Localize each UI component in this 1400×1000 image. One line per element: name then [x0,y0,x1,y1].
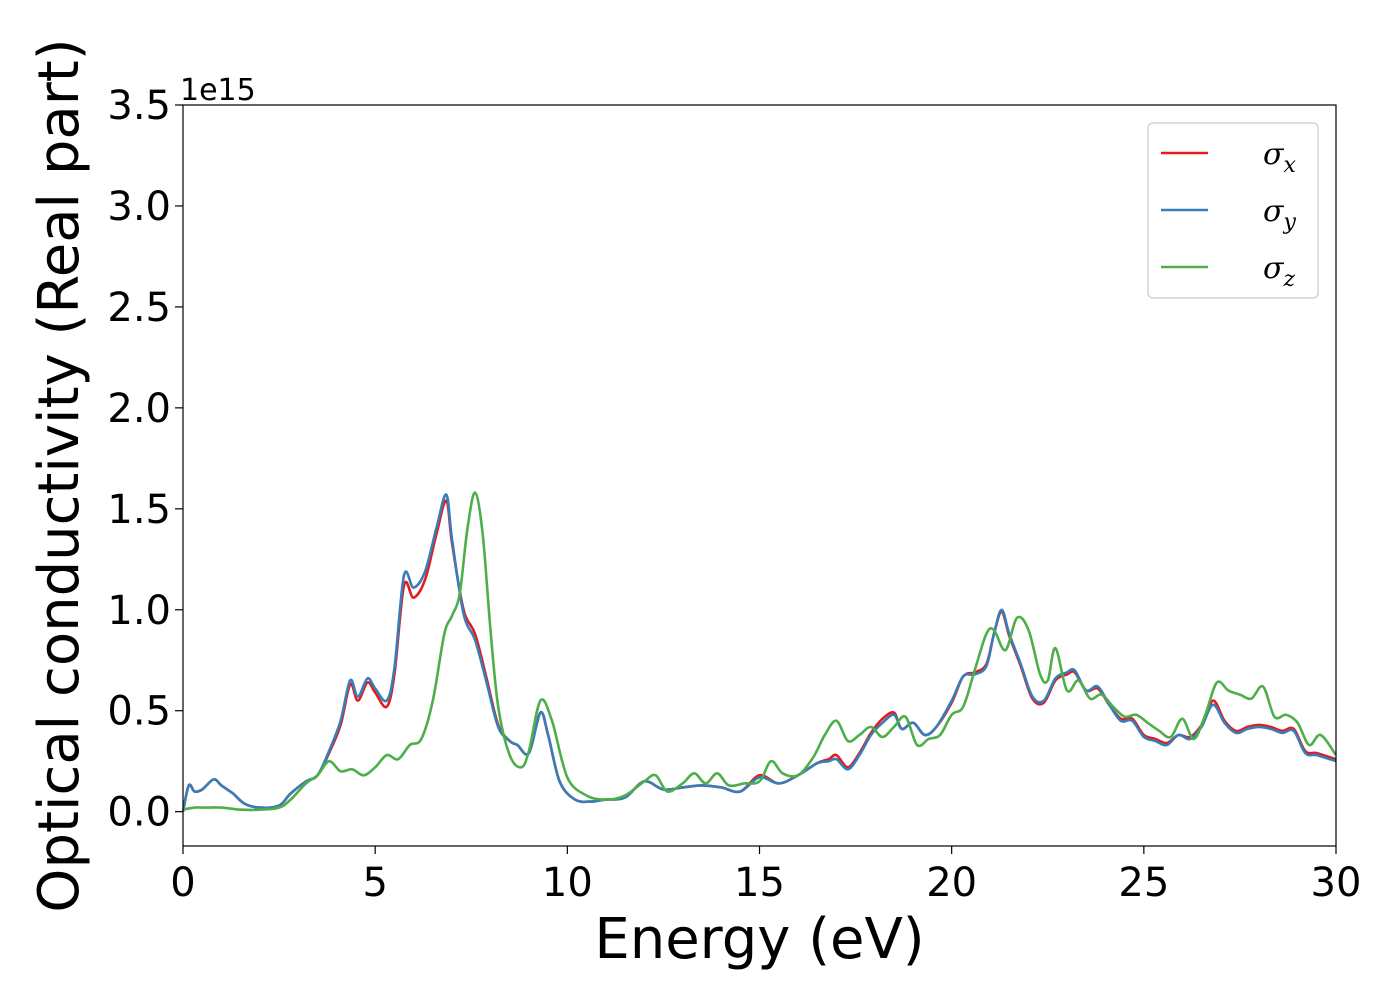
legend-box [1147,122,1319,299]
x-tick-label: 25 [1118,860,1169,906]
x-axis-label: Energy (eV) [594,907,924,972]
x-tick-label: 20 [926,860,977,906]
x-tick-label: 30 [1311,860,1362,906]
series-line-sigma-y [181,493,1337,812]
axis-ticks: 0 5 10 15 20 25 30 0.0 0.5 1.0 1.5 2.0 2.5 3.0 3.5 [107,83,1361,906]
y-tick-label: 0.5 [107,689,171,735]
x-tick-label: 15 [734,860,785,906]
y-tick-label: 2.0 [107,386,171,432]
x-tick-label: 0 [170,860,195,906]
x-tick-label: 5 [362,860,387,906]
x-tick-label: 10 [542,860,593,906]
y-tick-label: 1.5 [107,487,171,533]
y-tick-label: 1.0 [107,588,171,634]
y-tick-label: 0.0 [107,790,171,836]
y-tick-label: 3.0 [107,184,171,230]
y-axis-label: Optical conductivity (Real part) [27,38,92,912]
y-tick-label: 2.5 [107,285,171,331]
legend-label-subscript: z [1282,267,1295,292]
plot-frame [182,104,1337,847]
y-offset-text: 1e15 [180,73,256,108]
legend-label-subscript: x [1283,153,1296,178]
series-line-sigma-z [182,491,1338,812]
series-lines [181,491,1338,812]
legend-label-subscript: y [1282,210,1296,235]
y-tick-label: 3.5 [107,83,171,129]
